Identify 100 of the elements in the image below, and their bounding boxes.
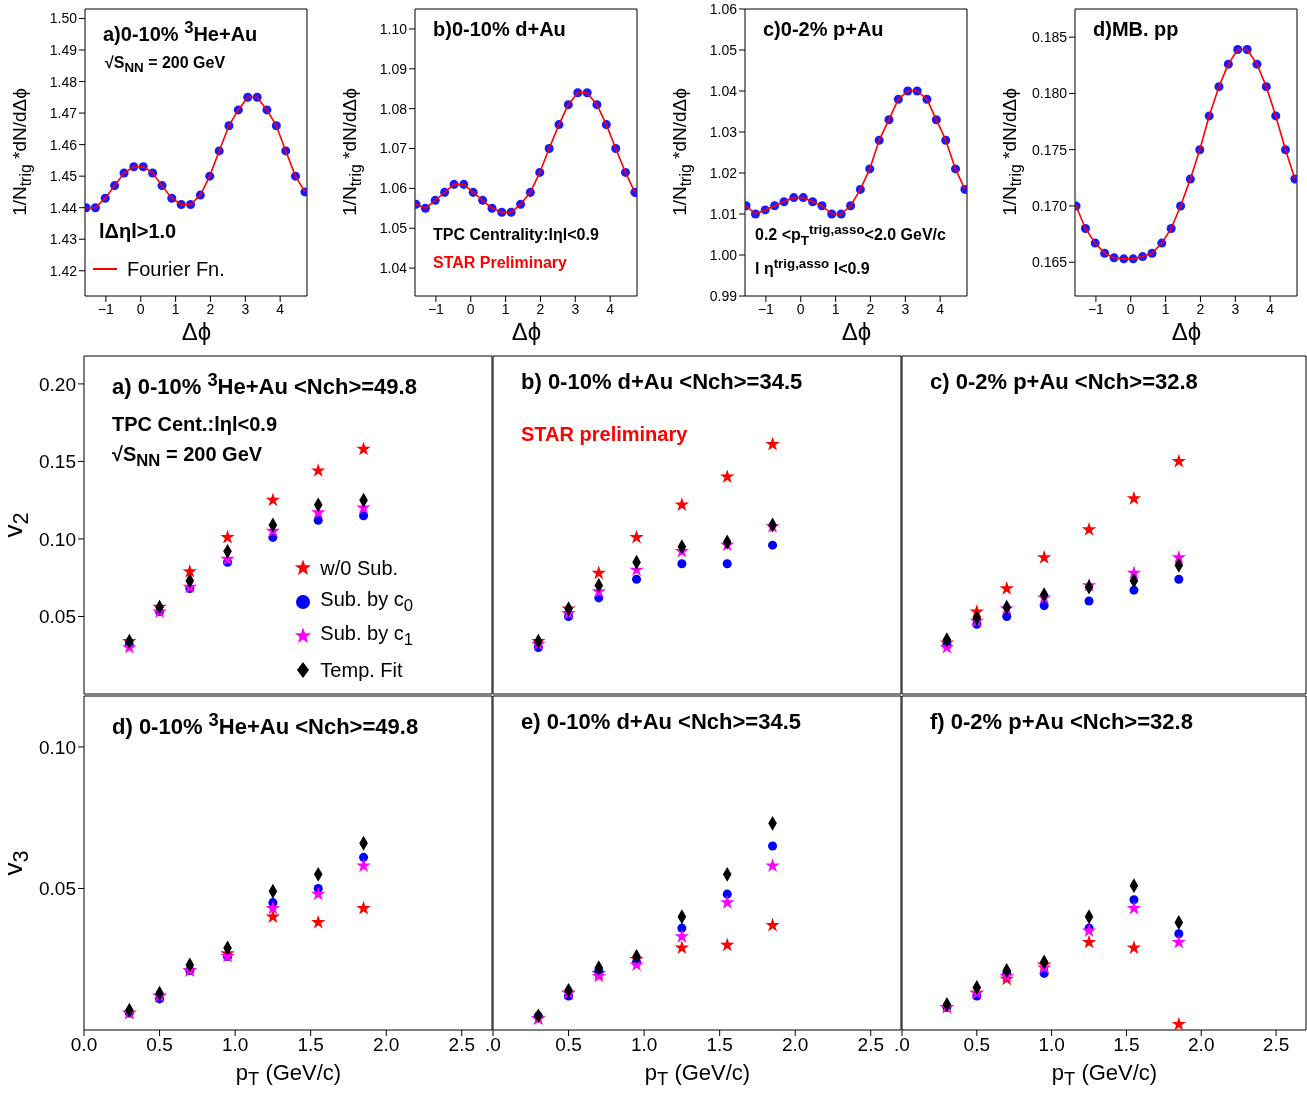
x-tick-label: 2.0	[373, 1034, 400, 1056]
text: e) 0-10% d+Au <Nch>=34.5	[521, 709, 802, 735]
y-tick-label: 1.50	[49, 10, 78, 27]
legend-label: Temp. Fit	[320, 658, 403, 682]
y-tick-label: 1.48	[49, 73, 78, 90]
y-tick-label: 1.05	[379, 220, 408, 237]
x-tick-label: .0	[485, 1034, 501, 1056]
x-axis-title: p$_{T}$ (GeV/c)	[235, 1060, 342, 1091]
chart-title: d)MB. pp	[1093, 18, 1179, 41]
x-tick-label: 4	[936, 300, 945, 317]
y-tick-label: 1.43	[49, 231, 78, 248]
x-tick-label: 2.0	[782, 1034, 809, 1056]
annotation: lΔηl>1.0	[99, 220, 177, 243]
x-tick-label: 1.0	[221, 1034, 249, 1056]
y-tick-label: 1.44	[49, 199, 78, 216]
x-axis-title: Δϕ	[511, 318, 542, 346]
x-tick-label: .0	[894, 1034, 910, 1056]
x-tick-label: −1	[757, 300, 775, 317]
y-tick-label: 1.04	[379, 260, 408, 277]
x-tick-label: −1	[1087, 300, 1105, 317]
x-tick-label: 3	[1231, 300, 1240, 317]
annotation: TPC Cent.:lηl<0.9	[112, 413, 278, 436]
x-tick-label: 0	[1126, 300, 1135, 317]
legend-label: Fourier Fn.	[127, 257, 225, 281]
x-tick-label: −1	[97, 300, 115, 317]
x-axis-title: p$_{T}$ (GeV/c)	[644, 1060, 751, 1091]
x-tick-label: 2	[536, 300, 545, 317]
annotation: TPC Centrality:lηl<0.9	[433, 226, 599, 244]
y-tick-label: 0.05	[39, 878, 76, 900]
x-tick-label: 3	[571, 300, 580, 317]
x-tick-label: 2.5	[857, 1034, 884, 1056]
legend-label: Sub. by c$_{1}$	[320, 622, 413, 650]
legend-label: w/0 Sub.	[320, 556, 399, 580]
x-tick-label: 1	[501, 300, 510, 317]
y-tick-label: 1.49	[49, 41, 78, 58]
x-tick-label: 1	[831, 300, 840, 317]
text: a)0-10% $^{3}$He+Au	[103, 18, 258, 46]
text: d) 0-10% $^{3}$He+Au <Nch>=49.8	[112, 709, 419, 741]
x-axis-title: Δϕ	[841, 318, 872, 346]
x-tick-label: 3	[901, 300, 910, 317]
annotation: √S$_{NN}$ = 200 GeV	[112, 443, 263, 471]
x-tick-label: 2.5	[448, 1034, 475, 1056]
annotation: STAR preliminary	[521, 423, 688, 446]
x-tick-label: 1.5	[706, 1034, 733, 1056]
x-axis-title: p$_{T}$ (GeV/c)	[1051, 1060, 1158, 1091]
x-tick-label: 3	[241, 300, 250, 317]
y-tick-label: 1.06	[379, 180, 408, 197]
y-tick-label: 1.06	[709, 0, 738, 17]
x-tick-label: 4	[606, 300, 615, 317]
y-tick-label: 1.08	[379, 100, 408, 117]
y-tick-label: 1.46	[49, 136, 78, 153]
annotation: STAR Preliminary	[433, 254, 567, 272]
x-tick-label: 0.5	[963, 1034, 991, 1056]
y-tick-label: 1.42	[49, 262, 78, 279]
x-tick-label: 0.0	[70, 1034, 98, 1056]
x-tick-label: 2	[206, 300, 215, 317]
x-tick-label: 1	[1161, 300, 1170, 317]
y-tick-label: 1.10	[379, 20, 408, 37]
x-tick-label: 0	[796, 300, 805, 317]
x-tick-label: 0	[136, 300, 145, 317]
x-tick-label: 1.0	[1038, 1034, 1065, 1056]
x-tick-label: 0	[466, 300, 475, 317]
x-tick-label: 2.0	[1188, 1034, 1215, 1056]
y-tick-label: 1.45	[49, 168, 78, 185]
x-tick-label: 0.5	[146, 1034, 173, 1056]
annotation: √S$_{NN}$ = 200 GeV	[105, 54, 226, 76]
x-axis-title: Δϕ	[1171, 318, 1202, 346]
y-tick-label: 1.05	[709, 41, 738, 58]
x-tick-label: 2	[866, 300, 875, 317]
y-tick-label: 1.47	[49, 105, 78, 122]
x-tick-label: 0.5	[555, 1034, 582, 1056]
y-tick-label: 0.175	[1031, 141, 1068, 158]
text: f) 0-2% p+Au <Nch>=32.8	[930, 709, 1193, 735]
x-tick-label: 4	[276, 300, 285, 317]
chart-title: c)0-2% p+Au	[763, 18, 884, 41]
y-tick-label: 1.01	[709, 205, 738, 222]
legend-label: Sub. by c$_{0}$	[320, 588, 413, 616]
y-tick-label: 0.10	[39, 736, 76, 758]
y-tick-label: 1.02	[709, 164, 738, 181]
x-tick-label: 1	[171, 300, 180, 317]
text: c) 0-2% p+Au <Nch>=32.8	[930, 369, 1198, 395]
y-tick-label: 1.09	[379, 60, 408, 77]
y-tick-label: 1.00	[709, 246, 738, 263]
y-tick-label: 0.170	[1031, 197, 1068, 214]
text: a) 0-10% $^{3}$He+Au <Nch>=49.8	[112, 369, 417, 401]
x-tick-label: 1.5	[297, 1034, 324, 1056]
annotation: 0.2 <p$_{T}$$^{trig,asso}$<2.0 GeV/c	[755, 222, 946, 248]
x-axis-title: Δϕ	[181, 318, 212, 346]
text: b) 0-10% d+Au <Nch>=34.5	[521, 369, 803, 395]
text: b)0-10% d+Au	[433, 18, 566, 41]
y-tick-label: 0.10	[39, 528, 76, 550]
y-tick-label: 0.20	[39, 373, 76, 395]
y-tick-label: 0.15	[39, 451, 76, 473]
y-tick-label: 0.165	[1031, 254, 1068, 271]
y-tick-label: 1.07	[379, 140, 408, 157]
x-tick-label: 2.5	[1262, 1034, 1290, 1056]
x-tick-label: −1	[427, 300, 445, 317]
y-tick-label: 0.05	[39, 606, 76, 628]
annotation: l η$^{trig,asso}$ l<0.9	[755, 256, 870, 279]
x-tick-label: 1.5	[1113, 1034, 1140, 1056]
